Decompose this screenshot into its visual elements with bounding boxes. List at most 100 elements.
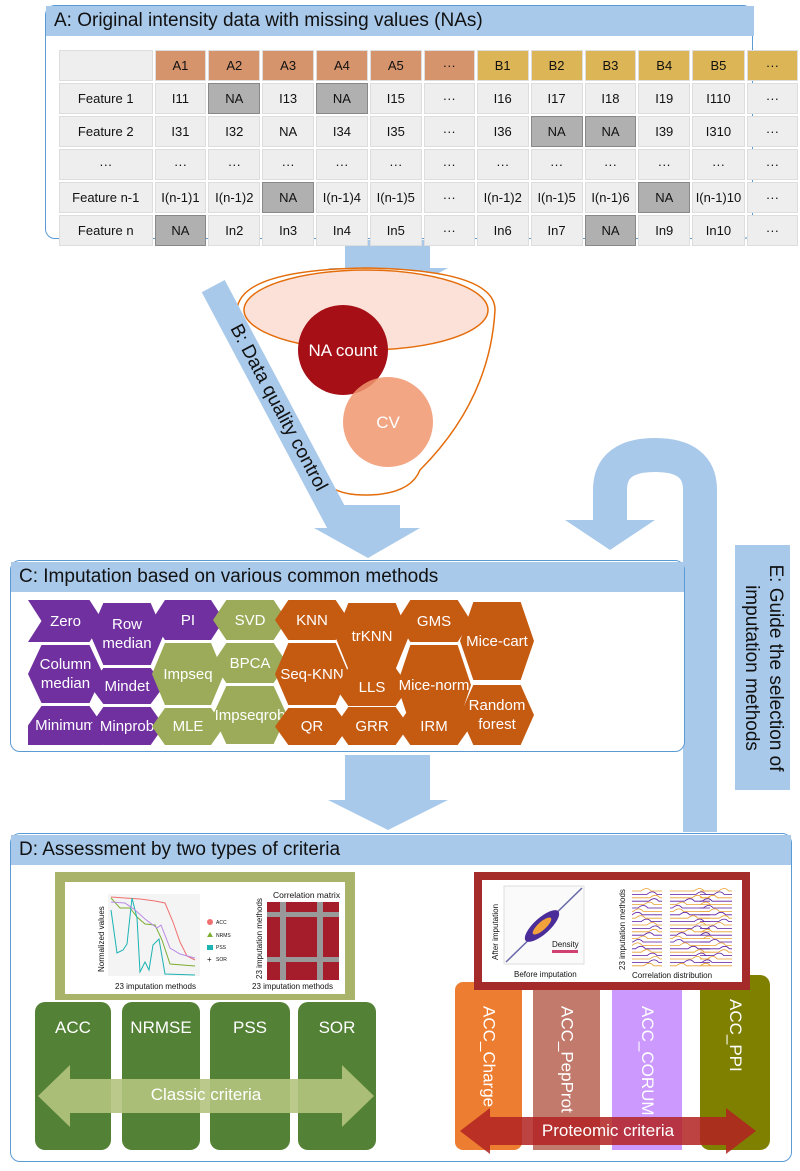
intensity-cell: In2 bbox=[208, 215, 261, 246]
method-mice-cart: Mice-cart bbox=[460, 602, 534, 680]
classic-mini-svg: Normalized values 23 imputation methods … bbox=[97, 890, 341, 991]
intensity-cell: I(n-1)6 bbox=[584, 182, 637, 213]
legend-pss-marker bbox=[207, 945, 213, 950]
missing-value-cell: NA bbox=[262, 116, 314, 147]
intensity-cell: In5 bbox=[369, 215, 422, 246]
column-header: B5 bbox=[692, 50, 745, 81]
ridge-line bbox=[632, 928, 662, 933]
ridge-line bbox=[700, 932, 732, 936]
method-pi: PI bbox=[152, 600, 224, 640]
intensity-cell: In9 bbox=[638, 215, 691, 246]
method-row-median: Row median bbox=[90, 603, 164, 665]
intensity-cell: ··· bbox=[423, 83, 475, 114]
intensity-cell: I16 bbox=[476, 83, 529, 114]
na-count-circle: NA count bbox=[298, 305, 388, 395]
ridge-line bbox=[700, 945, 732, 950]
intensity-cell: I34 bbox=[315, 116, 368, 147]
matrix-band bbox=[280, 902, 286, 980]
table-row: Feature 2 I31 I32 NA I34 I35 ··· I36 NA NA I39 I310… bbox=[59, 116, 798, 147]
missing-value-cell: NA bbox=[208, 83, 261, 114]
panel-e: E: Guide the selection of imputation met… bbox=[735, 545, 790, 790]
ridge-xlabel: Correlation distribution bbox=[632, 971, 712, 980]
intensity-cell: I(n-1)5 bbox=[530, 182, 583, 213]
method-mindet: Mindet bbox=[90, 668, 164, 704]
ridge-line bbox=[700, 891, 732, 895]
label: ACC_PepProt bbox=[557, 1006, 577, 1113]
ridge-line bbox=[670, 939, 710, 943]
method-impseq: Impseq bbox=[152, 643, 224, 705]
matrix-band bbox=[317, 902, 323, 980]
matrix-ylabel: 23 imputation methods bbox=[255, 898, 264, 979]
ridge-line bbox=[632, 898, 662, 902]
column-header: A5 bbox=[369, 50, 422, 81]
acc-line bbox=[110, 896, 196, 961]
intensity-cell: I310 bbox=[692, 116, 745, 147]
table-row: ··· ··· ··· ··· ··· ··· ··· ··· ··· ··· ··· ··· ··· bbox=[59, 149, 798, 180]
proteomic-mini-svg: Density After imputation Before imputati… bbox=[491, 885, 732, 980]
ridge-line bbox=[670, 935, 710, 939]
ridge-plots bbox=[631, 888, 732, 967]
label: ACC_PPI bbox=[726, 999, 745, 1072]
ridge-line bbox=[632, 949, 662, 953]
panel-c-title: C: Imputation based on various common me… bbox=[11, 562, 684, 592]
intensity-cell: I19 bbox=[638, 83, 691, 114]
nrms-line bbox=[110, 897, 196, 967]
method-minimum: Minimum bbox=[28, 706, 103, 745]
ridge-line bbox=[700, 928, 732, 933]
classic-criteria-label: Classic criteria bbox=[150, 1085, 262, 1104]
method-trknn: trKNN bbox=[335, 603, 409, 669]
column-header: B3 bbox=[584, 50, 637, 81]
sor-line bbox=[110, 901, 196, 959]
intensity-cell: ··· bbox=[154, 149, 207, 180]
intensity-cell: I(n-1)5 bbox=[369, 182, 422, 213]
intensity-table: A1 A2 A3 A4 A5 ··· B1 B2 B3 B4 B5 ··· Feature 1 I11 NA… bbox=[57, 48, 800, 248]
ridge-line bbox=[632, 922, 662, 926]
intensity-cell: In4 bbox=[315, 215, 368, 246]
line-chart-ylabel: Normalized values bbox=[97, 906, 106, 972]
method-seq-knn: Seq-KNN bbox=[275, 643, 349, 705]
intensity-cell: ··· bbox=[746, 83, 798, 114]
intensity-cell: ··· bbox=[584, 149, 637, 180]
intensity-cell: I18 bbox=[584, 83, 637, 114]
label: ACC_Charge bbox=[479, 1006, 499, 1108]
intensity-cell: ··· bbox=[423, 149, 475, 180]
ridge-line bbox=[670, 945, 710, 950]
ridge-line bbox=[700, 952, 732, 956]
classic-criteria-arrow bbox=[38, 1065, 374, 1127]
corner-cell bbox=[59, 50, 153, 81]
row-label: Feature n-1 bbox=[59, 182, 153, 213]
ridge-line bbox=[700, 898, 732, 902]
legend-acc: ACC bbox=[216, 920, 227, 926]
ridge-line bbox=[670, 908, 710, 912]
missing-value-cell: NA bbox=[262, 182, 314, 213]
ridge-line bbox=[670, 898, 710, 902]
intensity-cell: ··· bbox=[746, 149, 798, 180]
ridge-line bbox=[632, 908, 662, 912]
ridge-line bbox=[670, 962, 710, 967]
intensity-cell: I(n-1)4 bbox=[315, 182, 368, 213]
cv-circle: CV bbox=[343, 377, 433, 467]
ridge-line bbox=[700, 962, 732, 967]
ridge-line bbox=[700, 956, 732, 960]
ridge-line bbox=[700, 915, 732, 919]
row-label: Feature 2 bbox=[59, 116, 153, 147]
intensity-cell: ··· bbox=[423, 116, 475, 147]
ridge-line bbox=[700, 949, 732, 953]
density-legend: Density bbox=[552, 940, 579, 949]
label: ACC_CORUM bbox=[638, 1006, 657, 1116]
arrow-d-to-c-feedback bbox=[593, 437, 717, 832]
missing-value-cell: NA bbox=[638, 182, 691, 213]
column-header: A1 bbox=[154, 50, 207, 81]
row-label: Feature n bbox=[59, 215, 153, 246]
ridge-line bbox=[700, 888, 732, 892]
method-mle: MLE bbox=[152, 708, 224, 745]
intensity-cell: I36 bbox=[476, 116, 529, 147]
matrix-band bbox=[267, 912, 339, 917]
intensity-cell: I11 bbox=[154, 83, 207, 114]
matrix-xlabel: 23 imputation methods bbox=[252, 982, 333, 991]
missing-value-cell: NA bbox=[530, 116, 583, 147]
intensity-cell: ··· bbox=[369, 149, 422, 180]
column-header: ··· bbox=[746, 50, 798, 81]
panel-a-title: A: Original intensity data with missing … bbox=[46, 6, 754, 36]
